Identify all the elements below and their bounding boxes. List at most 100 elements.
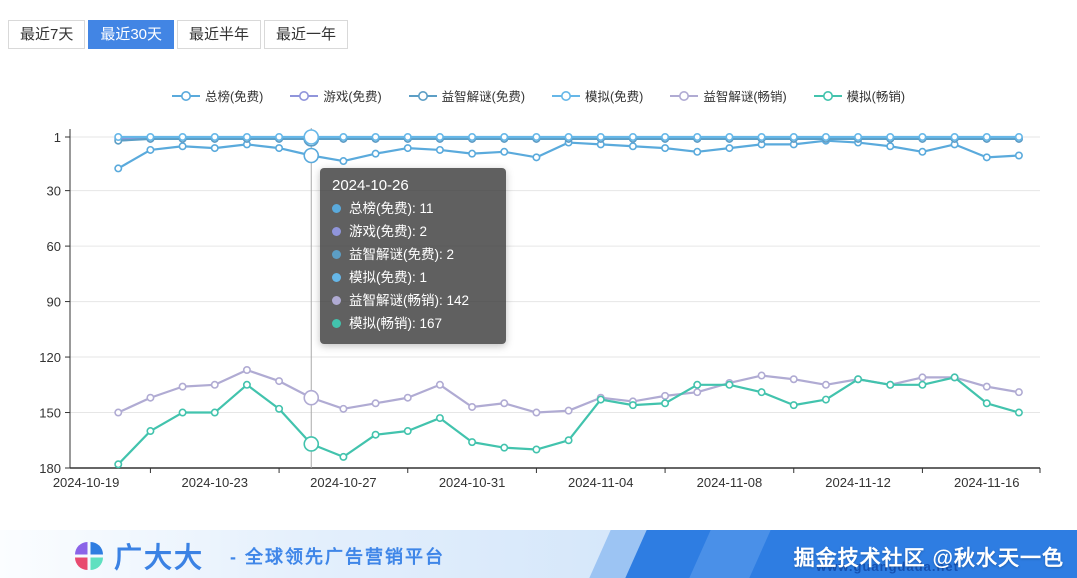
data-point: [114, 460, 123, 469]
data-point: [468, 149, 477, 158]
data-point: [693, 388, 702, 397]
data-point: [982, 153, 991, 162]
data-point: [468, 132, 477, 141]
data-point: [435, 380, 444, 389]
y-axis-label: 180: [39, 461, 61, 476]
guangdada-logo-icon: [75, 542, 103, 570]
data-point: [1014, 132, 1023, 141]
legend-circle: [561, 90, 571, 101]
y-axis-label: 150: [39, 406, 61, 421]
legend-circle: [299, 90, 310, 101]
legend-label: 模拟(免费): [585, 90, 644, 104]
brand-name: 广大大: [114, 542, 205, 573]
data-point: [693, 380, 702, 389]
data-point: [596, 395, 605, 404]
data-point: [757, 388, 766, 397]
data-point: [1014, 388, 1023, 397]
data-point: [982, 132, 991, 141]
tab-last-half-year[interactable]: 最近半年: [177, 20, 262, 49]
data-point: [950, 132, 959, 141]
data-point: [661, 132, 670, 141]
data-point: [242, 132, 251, 141]
data-point: [982, 399, 991, 408]
data-point: [500, 132, 509, 141]
data-point: [982, 382, 991, 391]
x-axis-label: 2024-11-04: [568, 475, 634, 490]
data-point: [1014, 408, 1023, 417]
data-point: [500, 147, 509, 156]
x-axis-label: 2024-10-23: [182, 475, 249, 490]
legend-circle: [181, 90, 192, 101]
data-point: [403, 144, 412, 153]
legend-item[interactable]: 模拟(畅销): [813, 86, 905, 105]
legend-item[interactable]: 总榜(免费): [172, 86, 263, 105]
data-point: [371, 149, 380, 158]
y-axis-label: 120: [39, 350, 61, 365]
tab-last-7-days[interactable]: 最近7天: [8, 20, 86, 49]
legend-label: 总榜(免费): [205, 90, 264, 104]
legend-item[interactable]: 模拟(免费): [552, 86, 643, 105]
legend-line-icon: [670, 90, 699, 101]
legend-label: 益智解谜(免费): [441, 90, 525, 104]
data-point: [532, 132, 541, 141]
footer-url: www.guangdada.net: [816, 559, 959, 574]
x-axis-label: 2024-10-27: [310, 475, 377, 490]
data-point: [757, 371, 766, 380]
data-point: [178, 382, 187, 391]
data-point: [114, 164, 123, 173]
legend-line-icon: [552, 90, 580, 101]
data-point: [146, 427, 155, 436]
data-point: [532, 445, 541, 454]
data-point: [789, 401, 798, 410]
legend-item[interactable]: 游戏(免费): [290, 86, 382, 105]
data-point: [918, 380, 927, 389]
data-point: [435, 414, 444, 423]
x-axis-label: 2024-10-31: [439, 475, 506, 490]
data-point: [918, 147, 927, 156]
y-axis-label: 90: [47, 295, 61, 310]
data-point: [178, 132, 187, 141]
brand-slogan: - 全球领先广告营销平台: [230, 547, 446, 567]
data-point: [371, 132, 380, 141]
data-point: [435, 132, 444, 141]
data-point: [532, 153, 541, 162]
data-point: [242, 365, 251, 374]
date-range-tabs: 最近7天 最近30天 最近半年 最近一年: [8, 20, 349, 49]
data-point: [275, 144, 284, 153]
tab-last-year[interactable]: 最近一年: [264, 20, 349, 49]
data-point: [242, 380, 251, 389]
data-point: [403, 132, 412, 141]
data-point: [532, 408, 541, 417]
legend-item[interactable]: 益智解谜(免费): [408, 86, 525, 105]
legend-item[interactable]: 益智解谜(畅销): [670, 86, 787, 105]
data-point: [821, 380, 830, 389]
data-point: [628, 142, 637, 151]
data-point: [693, 132, 702, 141]
data-point: [146, 393, 155, 402]
x-axis-label: 2024-11-08: [697, 475, 763, 490]
data-point: [564, 406, 573, 415]
data-point: [821, 132, 830, 141]
data-point: [661, 391, 670, 400]
data-point: [886, 380, 895, 389]
data-point: [596, 132, 605, 141]
data-point: [339, 452, 348, 461]
series-line: [117, 368, 1020, 414]
data-point: [661, 399, 670, 408]
data-point: [210, 380, 219, 389]
data-point: [725, 144, 734, 153]
data-point: [661, 144, 670, 153]
grid-lines: [70, 136, 1040, 469]
x-axis-label: 2024-11-16: [954, 475, 1020, 490]
data-point: [500, 399, 509, 408]
hover-data-point: [303, 129, 320, 145]
data-point: [1014, 151, 1023, 160]
data-point: [628, 132, 637, 141]
data-point: [886, 132, 895, 141]
legend-line-icon: [290, 90, 319, 101]
data-point: [146, 132, 155, 141]
tab-last-30-days[interactable]: 最近30天: [88, 20, 175, 49]
data-point: [468, 402, 477, 411]
data-point: [275, 132, 284, 141]
